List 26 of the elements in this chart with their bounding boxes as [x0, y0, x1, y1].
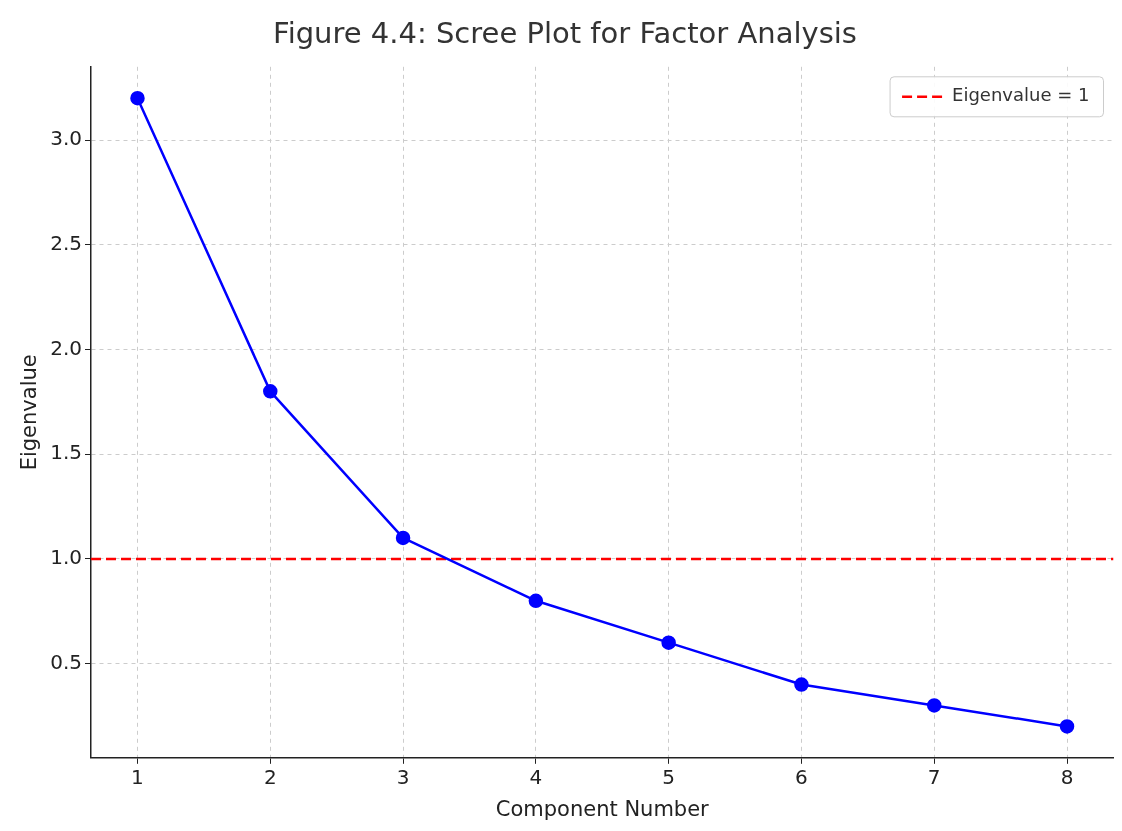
- x-tick-label: 6: [795, 765, 808, 789]
- chart-title: Figure 4.4: Scree Plot for Factor Analysis: [273, 15, 857, 50]
- point: [661, 635, 676, 650]
- x-tick-label: 5: [662, 765, 676, 789]
- point: [395, 530, 411, 546]
- point: [926, 698, 942, 713]
- point: [528, 593, 544, 609]
- y-tick-label: 1.5: [50, 440, 83, 465]
- point: [263, 384, 278, 399]
- point: [1059, 719, 1075, 734]
- point: [794, 677, 809, 692]
- y-tick-label: 2.0: [50, 335, 83, 360]
- x-tick-label: 3: [396, 765, 410, 789]
- x-tick-label: 7: [927, 765, 941, 789]
- y-tick-label: 0.5: [50, 649, 83, 674]
- y-axis-title: Eigenvalue: [17, 354, 42, 471]
- x-tick-label: 4: [529, 765, 543, 789]
- x-tick-label: 8: [1060, 765, 1074, 789]
- x-axis-title: Component Number: [495, 796, 710, 821]
- y-tick-label: 3.0: [50, 126, 83, 151]
- x-tick-label: 2: [263, 765, 277, 789]
- x-tick-label: 1: [131, 765, 144, 789]
- y-tick-label: 2.5: [50, 230, 83, 255]
- point: [130, 90, 145, 106]
- legend-label: Eigenvalue = 1: [952, 84, 1090, 106]
- y-tick-label: 1.0: [50, 545, 83, 570]
